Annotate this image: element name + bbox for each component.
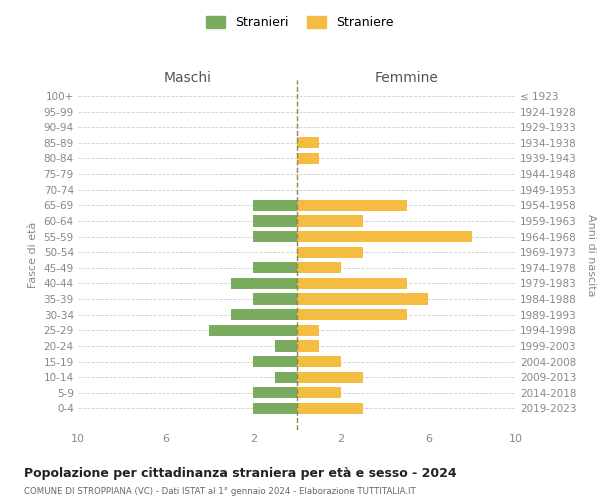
Bar — [297, 356, 341, 367]
Bar — [297, 231, 472, 242]
Bar — [297, 278, 407, 289]
Legend: Stranieri, Straniere: Stranieri, Straniere — [202, 11, 398, 34]
Bar — [297, 200, 407, 211]
Bar — [297, 309, 407, 320]
Bar — [297, 372, 362, 383]
Bar — [297, 216, 362, 226]
Text: COMUNE DI STROPPIANA (VC) - Dati ISTAT al 1° gennaio 2024 - Elaborazione TUTTITA: COMUNE DI STROPPIANA (VC) - Dati ISTAT a… — [24, 487, 416, 496]
Bar — [297, 387, 341, 398]
Bar — [297, 153, 319, 164]
Bar — [297, 324, 319, 336]
Bar — [253, 200, 297, 211]
Bar — [297, 403, 362, 414]
Text: Popolazione per cittadinanza straniera per età e sesso - 2024: Popolazione per cittadinanza straniera p… — [24, 468, 457, 480]
Bar — [253, 216, 297, 226]
Bar — [275, 340, 297, 351]
Bar — [232, 309, 297, 320]
Bar — [232, 278, 297, 289]
Y-axis label: Fasce di età: Fasce di età — [28, 222, 38, 288]
Bar — [253, 294, 297, 304]
Bar — [297, 262, 341, 274]
Bar — [275, 372, 297, 383]
Bar — [253, 262, 297, 274]
Bar — [253, 356, 297, 367]
Bar — [297, 137, 319, 148]
Bar — [297, 246, 362, 258]
Bar — [253, 231, 297, 242]
Y-axis label: Anni di nascita: Anni di nascita — [586, 214, 596, 296]
Bar — [253, 403, 297, 414]
Bar — [253, 387, 297, 398]
Bar — [209, 324, 297, 336]
Bar — [297, 294, 428, 304]
Text: Maschi: Maschi — [163, 71, 212, 85]
Text: Femmine: Femmine — [374, 71, 439, 85]
Bar — [297, 340, 319, 351]
